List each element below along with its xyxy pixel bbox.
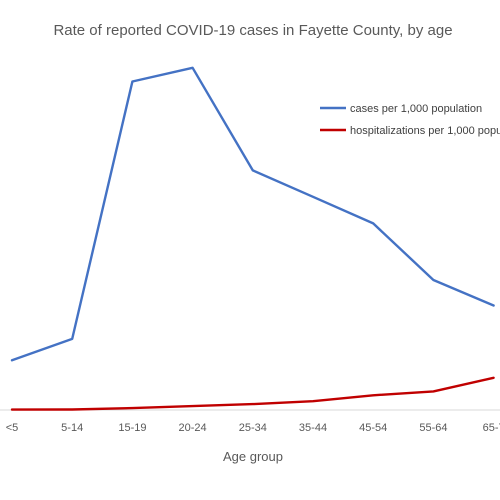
legend-label-hospitalizations: hospitalizations per 1,000 popu [350, 125, 500, 137]
x-tick-label: 65-7 [483, 422, 500, 434]
series-line-hospitalizations [10, 376, 495, 411]
series-group [10, 66, 495, 411]
x-tick-label: 5-14 [61, 422, 83, 434]
x-axis-title: Age group [223, 449, 283, 464]
chart-title: Rate of reported COVID-19 cases in Fayet… [53, 22, 452, 39]
x-tick-label: 55-64 [419, 422, 447, 434]
legend-label-cases: cases per 1,000 population [350, 103, 482, 115]
x-tick-label: 25-34 [239, 422, 267, 434]
x-tick-label: <5 [6, 422, 19, 434]
x-tick-label: 45-54 [359, 422, 387, 434]
legend: cases per 1,000 population hospitalizati… [320, 103, 500, 137]
x-tick-label: 35-44 [299, 422, 327, 434]
x-tick-label: 20-24 [179, 422, 207, 434]
series-line-cases [10, 66, 495, 362]
x-tick-label: 15-19 [118, 422, 146, 434]
x-tick-labels: <5 5-14 15-19 20-24 25-34 35-44 45-54 55… [6, 422, 500, 434]
